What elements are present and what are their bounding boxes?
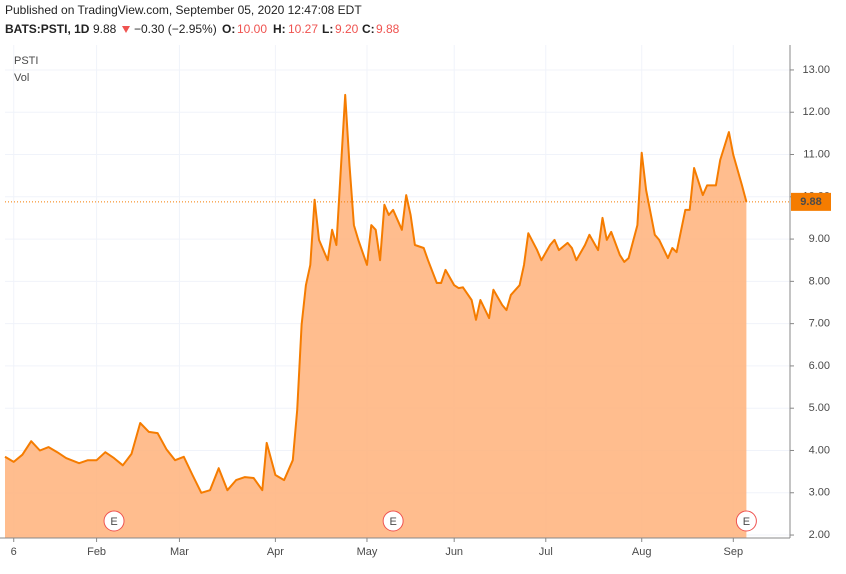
x-tick-label: Apr: [267, 546, 284, 558]
x-tick-label: Aug: [632, 546, 652, 558]
l-label: L:: [322, 22, 333, 36]
down-arrow: [122, 26, 130, 33]
earnings-marker: [103, 510, 125, 532]
y-tick-label: 9.00: [809, 233, 830, 245]
earnings-label: E: [110, 516, 117, 528]
h: 10.27: [288, 22, 318, 36]
y-tick-label: 8.00: [809, 275, 830, 287]
y-tick-label: 2.00: [809, 529, 830, 541]
earnings-label: E: [389, 516, 396, 528]
pane-symbol: PSTI: [14, 55, 38, 67]
vol-label: Vol: [14, 72, 29, 84]
c-label: C:: [362, 22, 375, 36]
area-fill: [5, 94, 747, 539]
y-tick-label: 7.00: [809, 318, 830, 330]
y-tick-label: 13.00: [802, 64, 830, 76]
h-label: H:: [273, 22, 286, 36]
x-tick-label: Jun: [445, 546, 463, 558]
l: 9.20: [335, 22, 359, 36]
x-tick-label: Feb: [87, 546, 106, 558]
last-price-label: 9.88: [800, 196, 821, 208]
o-label: O:: [222, 22, 235, 36]
x-tick-label: Mar: [170, 546, 189, 558]
y-tick-label: 6.00: [809, 360, 830, 372]
earnings-marker: [382, 510, 404, 532]
y-tick-label: 5.00: [809, 402, 830, 414]
last: 9.88: [93, 22, 117, 36]
y-tick-label: 11.00: [803, 148, 830, 160]
x-tick-label: May: [357, 546, 378, 558]
change: −0.30 (−2.95%): [134, 22, 217, 36]
y-tick-label: 4.00: [809, 444, 830, 456]
earnings-label: E: [743, 516, 750, 528]
last-price-box: [791, 192, 831, 211]
x-tick-label: Sep: [724, 546, 744, 558]
earnings-marker: [735, 510, 757, 532]
y-tick-label: 3.00: [809, 487, 830, 499]
x-tick-label: 6: [11, 546, 17, 558]
o: 10.00: [237, 22, 267, 36]
price-line: [4, 93, 748, 494]
x-tick-label: Jul: [539, 546, 553, 558]
y-tick-label: 12.00: [802, 106, 830, 118]
published: Published on TradingView.com, September …: [5, 3, 362, 17]
c: 9.88: [376, 22, 400, 36]
symbol: BATS:PSTI, 1D: [5, 22, 90, 36]
